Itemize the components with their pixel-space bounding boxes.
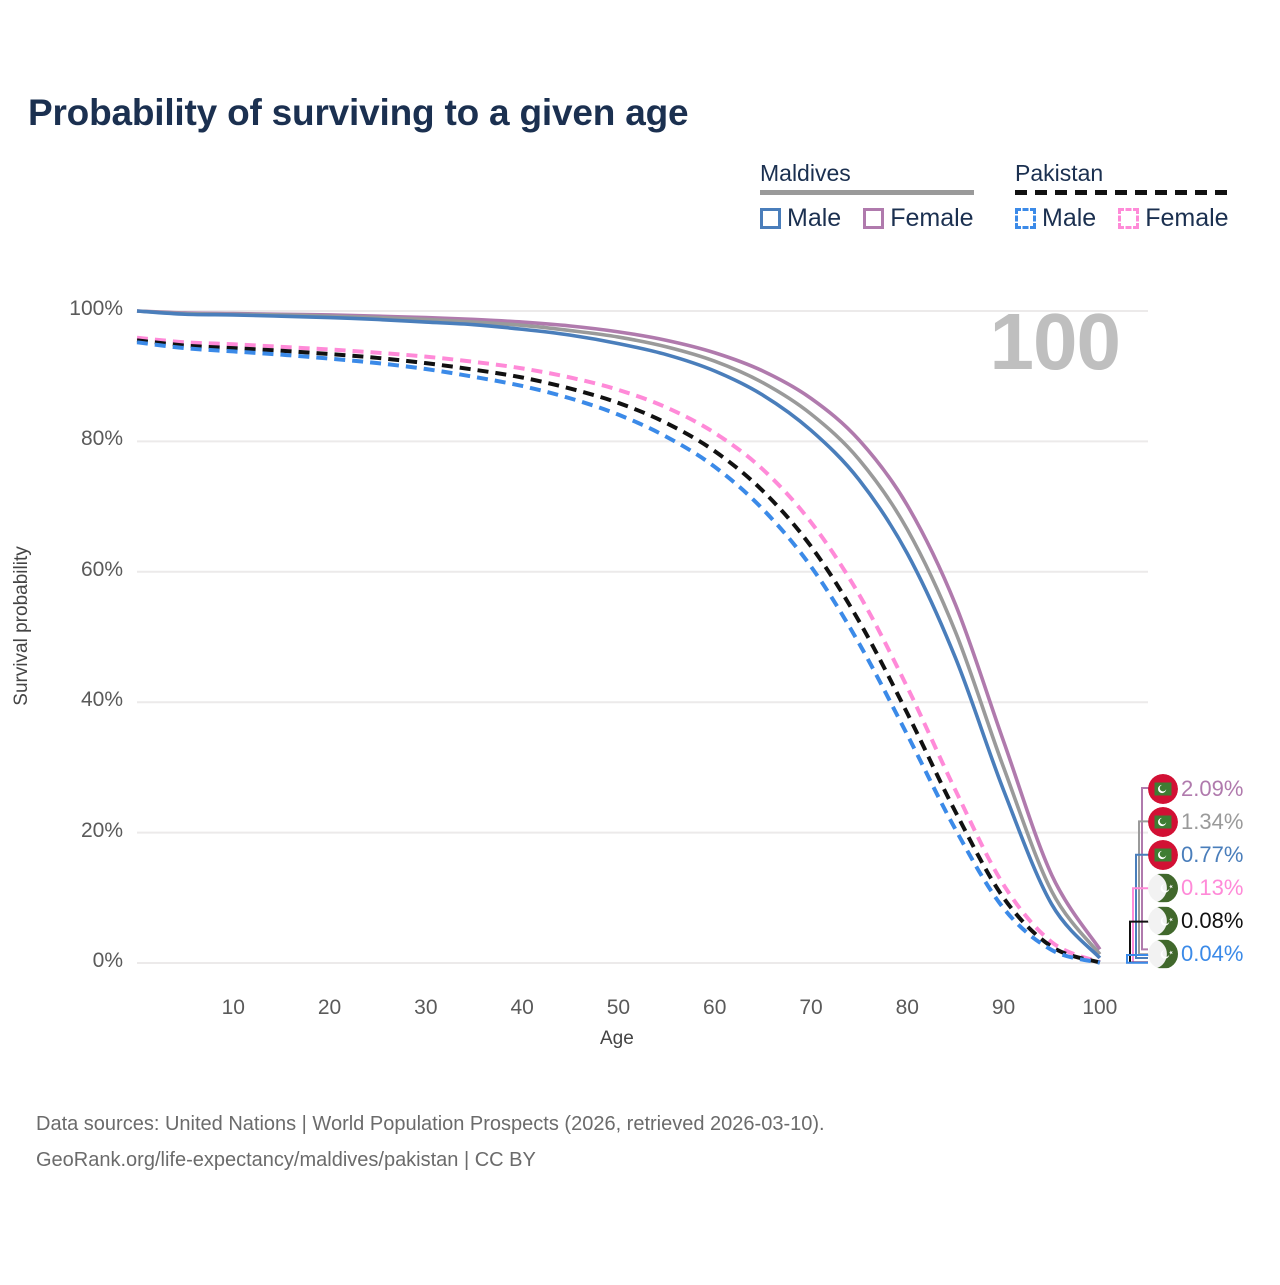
end-label-row: 1.34% [1148, 805, 1280, 838]
legend-rule-maldives [760, 190, 974, 195]
x-tick-label: 60 [703, 996, 727, 1019]
y-axis-title: Survival probability [11, 546, 32, 706]
legend-swatch-maldives-male [760, 208, 781, 229]
legend-swatch-maldives-female [863, 208, 885, 229]
series-line-maldives-both [136, 309, 1102, 956]
legend-group-maldives: Maldives Male Female [760, 160, 974, 233]
series-line-pakistan-male [136, 340, 1101, 965]
x-tick-label: 80 [895, 996, 919, 1019]
y-tick-label: 0% [92, 949, 123, 972]
footer-line-sources: Data sources: United Nations | World Pop… [36, 1113, 825, 1135]
pakistan-flag-icon [1148, 905, 1178, 936]
series-line-maldives-male [136, 309, 1102, 960]
x-tick-label: 20 [317, 996, 342, 1019]
end-label-value: 0.13% [1181, 874, 1244, 900]
x-axis-title: Age [600, 1028, 634, 1049]
footer: Data sources: United Nations | World Pop… [36, 1106, 825, 1178]
legend-item-pakistan-female[interactable]: Female [1118, 204, 1229, 233]
pakistan-flag-icon [1148, 938, 1178, 969]
legend-swatch-pakistan-female [1118, 208, 1140, 229]
end-label-value: 0.04% [1181, 940, 1244, 966]
x-tick-label: 40 [510, 996, 534, 1019]
page-title: Probability of surviving to a given age [28, 92, 689, 133]
x-tick-label: 90 [991, 996, 1016, 1019]
legend-label-maldives-female: Female [890, 204, 974, 232]
series-line-pakistan-both [136, 338, 1101, 965]
maldives-flag-icon [1148, 839, 1178, 870]
watermark-age-100: 100 [989, 297, 1121, 386]
x-tick-label: 10 [221, 996, 245, 1019]
end-label-value: 2.09% [1181, 775, 1244, 801]
x-tick-label: 50 [606, 996, 631, 1019]
series-line-pakistan-female [136, 335, 1101, 965]
legend-item-maldives-male[interactable]: Male [760, 204, 841, 233]
end-label-value: 1.34% [1181, 808, 1244, 834]
end-label-value: 0.77% [1181, 841, 1244, 867]
end-label-row: 0.04% [1148, 937, 1280, 970]
x-tick-label: 30 [414, 996, 438, 1019]
legend-label-maldives-male: Male [787, 204, 842, 232]
y-tick-label: 20% [80, 818, 123, 842]
end-label-value: 0.08% [1181, 907, 1244, 933]
x-tick-label: 100 [1082, 996, 1118, 1019]
end-label-row: 2.09% [1148, 772, 1280, 805]
end-label-row: 0.77% [1148, 838, 1280, 871]
maldives-flag-icon [1148, 806, 1178, 837]
end-label-row: 0.13% [1148, 871, 1280, 904]
maldives-flag-icon [1148, 773, 1178, 804]
end-label-list: 2.09% 1.34% 0.77% 0.13% 0.08% 0.04% [1148, 772, 1280, 970]
end-label-row: 0.08% [1148, 904, 1280, 937]
legend: Maldives Male Female Pakistan Male Femal… [760, 160, 1255, 250]
x-tick-label: 70 [799, 996, 823, 1019]
legend-group-title-pakistan: Pakistan [1015, 160, 1104, 186]
y-tick-label: 100% [69, 297, 123, 320]
series-line-maldives-female [136, 309, 1102, 951]
legend-group-pakistan: Pakistan Male Female [1015, 160, 1229, 233]
legend-label-pakistan-male: Male [1042, 204, 1097, 232]
legend-group-title-maldives: Maldives [760, 160, 851, 186]
pakistan-flag-icon [1148, 872, 1178, 903]
footer-line-attribution: GeoRank.org/life-expectancy/maldives/pak… [36, 1149, 536, 1171]
legend-rule-pakistan [1015, 190, 1229, 195]
y-tick-label: 80% [80, 427, 123, 451]
legend-item-pakistan-male[interactable]: Male [1015, 204, 1096, 233]
legend-label-pakistan-female: Female [1145, 204, 1229, 232]
legend-item-maldives-female[interactable]: Female [863, 204, 974, 233]
legend-swatch-pakistan-male [1015, 208, 1036, 229]
